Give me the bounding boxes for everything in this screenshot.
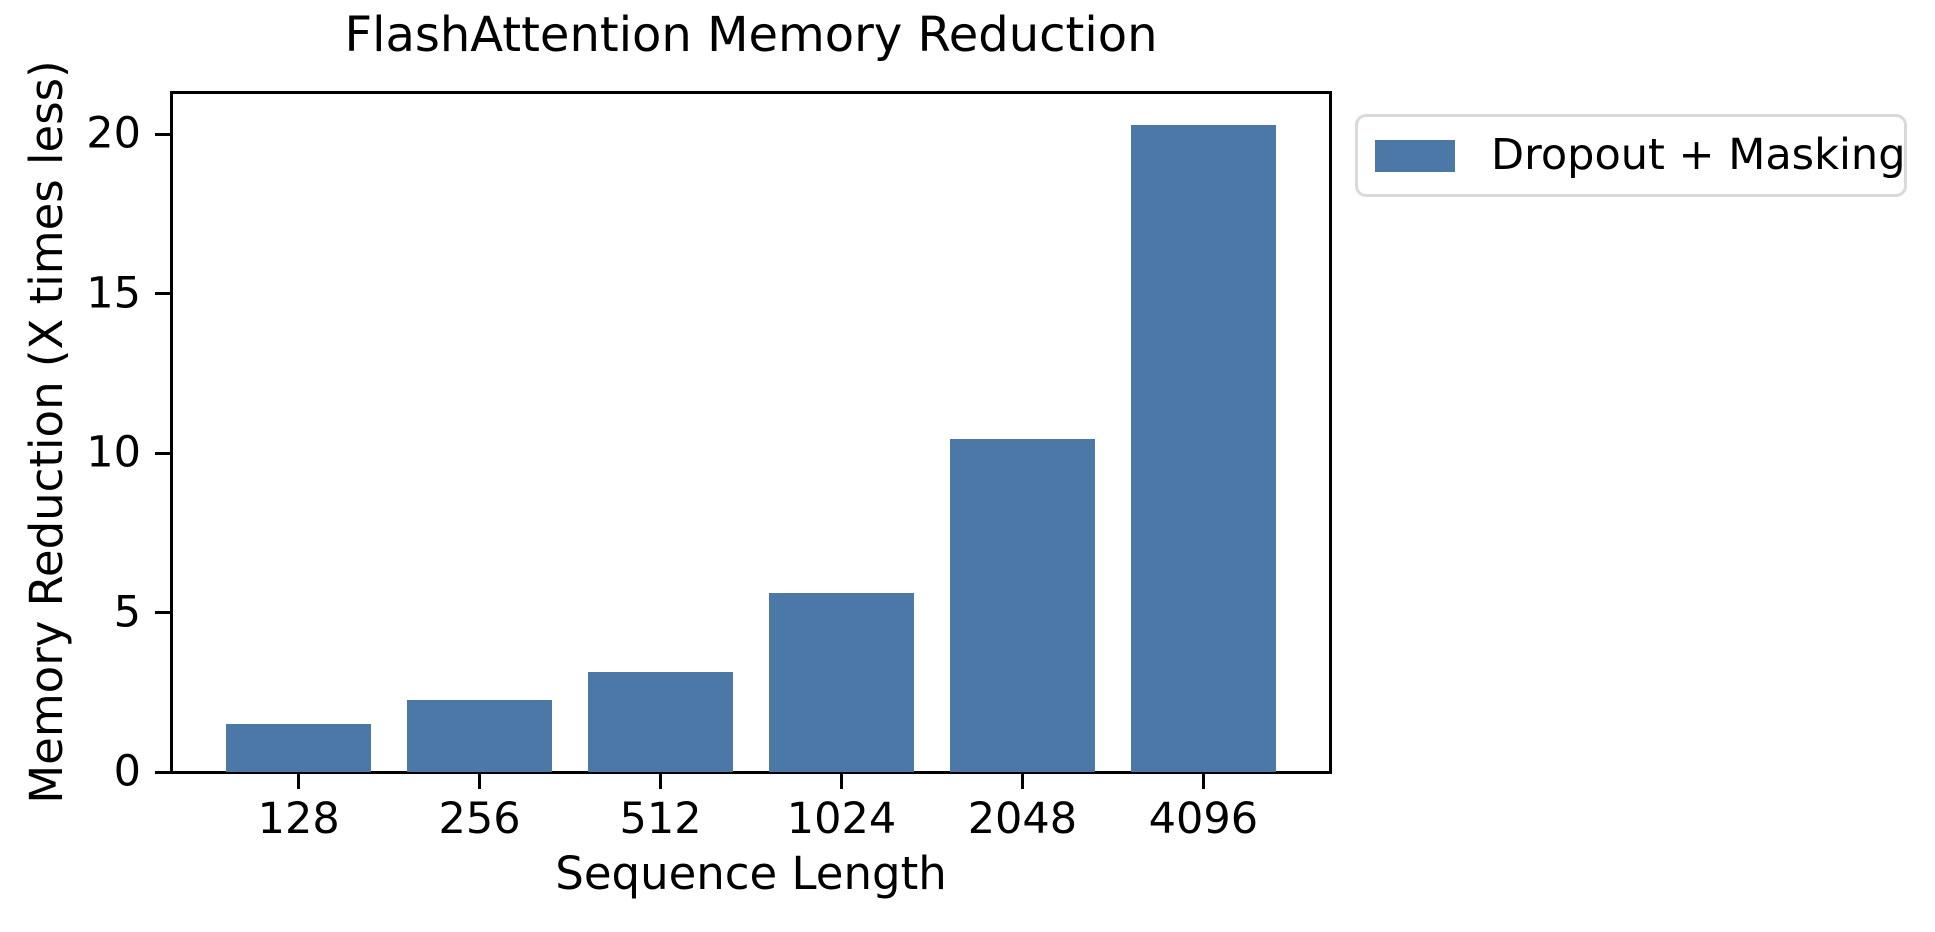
bar-128 xyxy=(226,724,372,772)
bar-4096 xyxy=(1130,124,1276,772)
legend-label: Dropout + Masking xyxy=(1491,130,1906,180)
bar-256 xyxy=(407,700,552,772)
x-tick-label-1024: 1024 xyxy=(786,794,897,844)
y-tick-label-5: 5 xyxy=(113,587,141,638)
x-tick-mark-256 xyxy=(478,772,482,789)
x-tick-label-128: 128 xyxy=(257,794,340,844)
y-tick-label-0: 0 xyxy=(113,746,141,797)
x-tick-mark-4096 xyxy=(1201,772,1205,789)
y-tick-mark-20 xyxy=(155,132,172,136)
x-tick-label-512: 512 xyxy=(619,794,702,844)
x-tick-mark-2048 xyxy=(1020,772,1024,789)
y-tick-label-15: 15 xyxy=(86,268,141,319)
y-tick-mark-0 xyxy=(155,770,172,774)
legend: Dropout + Masking xyxy=(1355,114,1907,197)
y-tick-label-10: 10 xyxy=(86,427,141,478)
y-tick-mark-5 xyxy=(155,611,172,615)
x-tick-mark-128 xyxy=(297,772,301,789)
x-tick-label-256: 256 xyxy=(438,794,521,844)
bar-2048 xyxy=(950,438,1095,772)
x-tick-label-4096: 4096 xyxy=(1148,794,1259,844)
bar-512 xyxy=(588,671,733,772)
x-tick-label-2048: 2048 xyxy=(967,794,1078,844)
plot-area: 0 5 10 15 20 128 256 512 1024 2048 4096 xyxy=(86,91,1332,841)
x-tick-mark-1024 xyxy=(839,772,843,789)
y-axis-label: Memory Reduction (X times less) xyxy=(20,60,73,804)
bar-1024 xyxy=(769,593,914,772)
y-tick-mark-15 xyxy=(155,292,172,296)
legend-swatch-icon xyxy=(1375,139,1455,172)
x-tick-mark-512 xyxy=(659,772,663,789)
chart-title: FlashAttention Memory Reduction xyxy=(344,7,1158,63)
x-axis-label: Sequence Length xyxy=(555,847,947,900)
y-tick-label-20: 20 xyxy=(86,108,141,159)
y-tick-mark-10 xyxy=(155,451,172,455)
